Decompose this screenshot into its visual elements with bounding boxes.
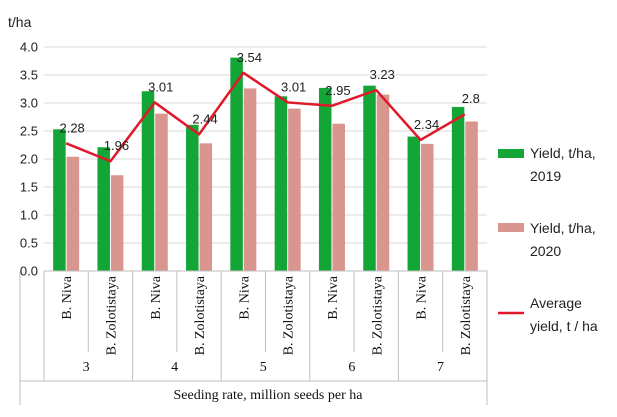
bar-2019 (363, 85, 376, 271)
category-label: B. Niva (237, 275, 252, 319)
legend-label-average-line2: yield, t / ha (530, 318, 598, 334)
category-label: B. Niva (326, 275, 341, 319)
legend-label-2020-line1: Yield, t/ha, (530, 220, 596, 236)
data-labels: 2.28 1.96 3.01 2.44 3.54 3.01 2.95 3.23 2.34 2.8 (59, 50, 479, 153)
y-tick-label: 0.5 (20, 236, 38, 251)
y-tick-label: 1.0 (20, 208, 38, 223)
y-axis-ticks: 0.0 0.5 1.0 1.5 2.0 2.5 3.0 3.5 4.0 (20, 40, 38, 279)
data-label: 3.54 (237, 50, 262, 65)
bar-2019 (318, 87, 332, 271)
bar-2020 (155, 113, 168, 271)
data-label: 1.96 (104, 138, 129, 153)
y-tick-label: 1.5 (20, 180, 38, 195)
average-yield-line (65, 71, 466, 163)
group-label: 3 (83, 360, 90, 375)
category-label: B. Zolotistaya (370, 275, 385, 355)
y-axis-unit-label: t/ha (8, 14, 32, 30)
data-label: 2.8 (462, 91, 480, 106)
group-label: 5 (260, 360, 267, 375)
bar-2019 (274, 96, 288, 271)
y-tick-label: 3.5 (20, 68, 38, 83)
bars (53, 57, 478, 272)
bar-2020 (243, 88, 257, 271)
bar-2020 (376, 94, 390, 271)
legend-label-2020-line2: 2020 (530, 243, 561, 259)
bar-2019 (53, 129, 66, 271)
data-label: 3.01 (148, 79, 173, 94)
bar-2020 (288, 108, 301, 271)
category-label: B. Zolotistaya (459, 275, 474, 355)
data-label: 3.23 (370, 67, 395, 82)
bar-2020 (465, 121, 478, 271)
data-label: 2.28 (59, 120, 84, 135)
bar-2020 (110, 175, 124, 271)
y-tick-label: 4.0 (20, 40, 38, 55)
bar-2019 (407, 136, 421, 271)
y-tick-label: 2.5 (20, 124, 38, 139)
bar-2019 (230, 57, 243, 271)
data-label: 2.95 (325, 83, 350, 98)
group-label: 4 (171, 360, 178, 375)
category-label: B. Zolotistaya (104, 275, 119, 355)
average-line (65, 71, 466, 163)
category-label: B. Zolotistaya (193, 275, 208, 355)
category-label: B. Niva (415, 275, 430, 319)
legend-label-average-line1: Average (530, 295, 582, 311)
data-label: 2.34 (414, 117, 439, 132)
category-labels: B. Niva B. Zolotistaya B. Niva B. Zolotista… (60, 275, 474, 355)
bar-2020 (421, 143, 434, 271)
x-axis-lines (19, 270, 488, 405)
category-label: B. Niva (149, 275, 164, 319)
y-tick-label: 3.0 (20, 96, 38, 111)
x-axis-title: Seeding rate, million seeds per ha (174, 388, 364, 403)
group-label: 7 (437, 360, 444, 375)
data-label: 3.01 (281, 79, 306, 94)
category-label: B. Zolotistaya (282, 275, 297, 355)
group-labels: 3 4 5 6 7 (83, 360, 444, 375)
bar-2020 (332, 123, 345, 271)
bar-2019 (141, 91, 155, 272)
gridlines (44, 46, 487, 272)
bar-2019 (451, 106, 465, 271)
legend-label-2019-line1: Yield, t/ha, (530, 145, 596, 161)
bar-2019 (97, 147, 110, 271)
legend-label-2019-line2: 2019 (530, 168, 561, 184)
y-tick-label: 2.0 (20, 152, 38, 167)
bar-2020 (66, 156, 80, 271)
bar-2019 (186, 124, 199, 271)
legend: Yield, t/ha, 2019 Yield, t/ha, 2020 Average y… (498, 145, 598, 334)
data-label: 2.44 (192, 111, 217, 126)
legend-swatch-2019 (498, 149, 524, 158)
bar-2020 (199, 143, 213, 271)
category-label: B. Niva (60, 275, 75, 319)
legend-swatch-2020 (498, 223, 524, 232)
group-label: 6 (348, 360, 355, 375)
y-tick-label: 0.0 (20, 264, 38, 279)
